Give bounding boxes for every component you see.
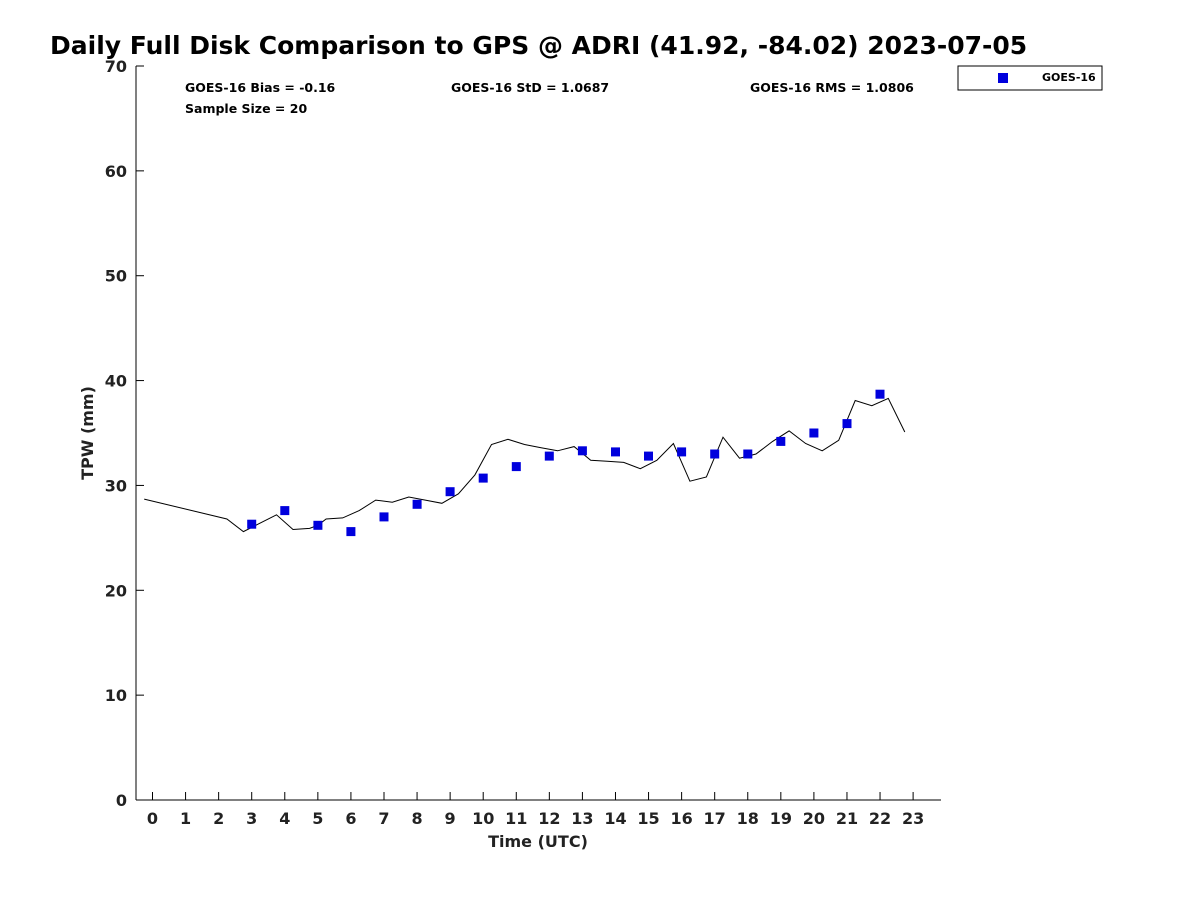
x-tick-label: 3 [246, 809, 257, 828]
x-tick-label: 23 [902, 809, 924, 828]
x-tick-label: 19 [770, 809, 792, 828]
y-tick-label: 60 [105, 162, 127, 181]
goes16-point [743, 449, 753, 459]
x-tick-label: 7 [378, 809, 389, 828]
goes16-point [313, 520, 323, 530]
x-tick-label: 5 [312, 809, 323, 828]
x-tick-label: 18 [737, 809, 759, 828]
goes16-point [346, 527, 356, 537]
x-tick-label: 12 [538, 809, 560, 828]
x-tick-label: 14 [604, 809, 626, 828]
x-tick-label: 16 [670, 809, 692, 828]
x-tick-label: 15 [637, 809, 659, 828]
x-tick-label: 2 [213, 809, 224, 828]
y-tick-label: 20 [105, 581, 127, 600]
stats-annotations: GOES-16 Bias = -0.16 GOES-16 StD = 1.068… [185, 80, 914, 116]
legend-marker-goes16 [998, 73, 1008, 83]
x-tick-label: 9 [445, 809, 456, 828]
x-tick-label: 13 [571, 809, 593, 828]
goes16-point [611, 447, 620, 457]
x-tick-label: 21 [836, 809, 858, 828]
x-tick-label: 11 [505, 809, 527, 828]
x-tick-label: 10 [472, 809, 494, 828]
x-tick-label: 4 [279, 809, 290, 828]
x-tick-label: 8 [411, 809, 422, 828]
y-ticks: 0 10 20 30 40 50 60 70 [105, 57, 144, 810]
y-tick-label: 30 [105, 476, 127, 495]
goes16-point [809, 428, 819, 438]
goes16-point [478, 473, 488, 483]
goes16-point [577, 446, 587, 456]
x-tick-label: 22 [869, 809, 891, 828]
chart-title: Daily Full Disk Comparison to GPS @ ADRI… [50, 31, 1027, 60]
goes16-points [247, 389, 885, 537]
gps-reference-line [144, 397, 906, 533]
x-tick-label: 1 [180, 809, 191, 828]
y-tick-label: 70 [105, 57, 127, 76]
legend: GOES-16 [957, 65, 1103, 91]
goes16-point [710, 449, 720, 459]
goes16-point [511, 462, 521, 472]
y-tick-label: 10 [105, 686, 127, 705]
goes16-point [677, 447, 687, 457]
stat-std: GOES-16 StD = 1.0687 [451, 80, 609, 95]
x-tick-label: 20 [803, 809, 825, 828]
y-axis-label: TPW (mm) [78, 386, 97, 480]
x-axis-label: Time (UTC) [488, 832, 588, 851]
x-tick-label: 0 [147, 809, 158, 828]
goes16-point [776, 436, 786, 446]
x-tick-label: 17 [704, 809, 726, 828]
legend-label-goes16: GOES-16 [1042, 71, 1096, 84]
goes16-point [842, 419, 852, 429]
x-ticks: 0 1 2 3 4 5 6 7 8 9 10 11 12 13 14 15 16 17 18 19 20 21 22 23 [147, 792, 924, 828]
legend-box [957, 65, 1103, 91]
goes16-point [544, 451, 554, 461]
y-tick-label: 0 [116, 791, 127, 810]
x-tick-label: 6 [345, 809, 356, 828]
goes16-point [412, 499, 422, 509]
goes16-point [379, 512, 389, 522]
goes16-point [875, 389, 885, 399]
stat-bias: GOES-16 Bias = -0.16 [185, 80, 336, 95]
goes16-point [247, 519, 257, 529]
stat-sample-size: Sample Size = 20 [185, 101, 307, 116]
goes16-point [445, 487, 455, 497]
stat-rms: GOES-16 RMS = 1.0806 [750, 80, 914, 95]
goes16-point [280, 506, 290, 516]
y-tick-label: 50 [105, 267, 127, 286]
y-tick-label: 40 [105, 372, 127, 391]
goes16-point [644, 451, 653, 461]
